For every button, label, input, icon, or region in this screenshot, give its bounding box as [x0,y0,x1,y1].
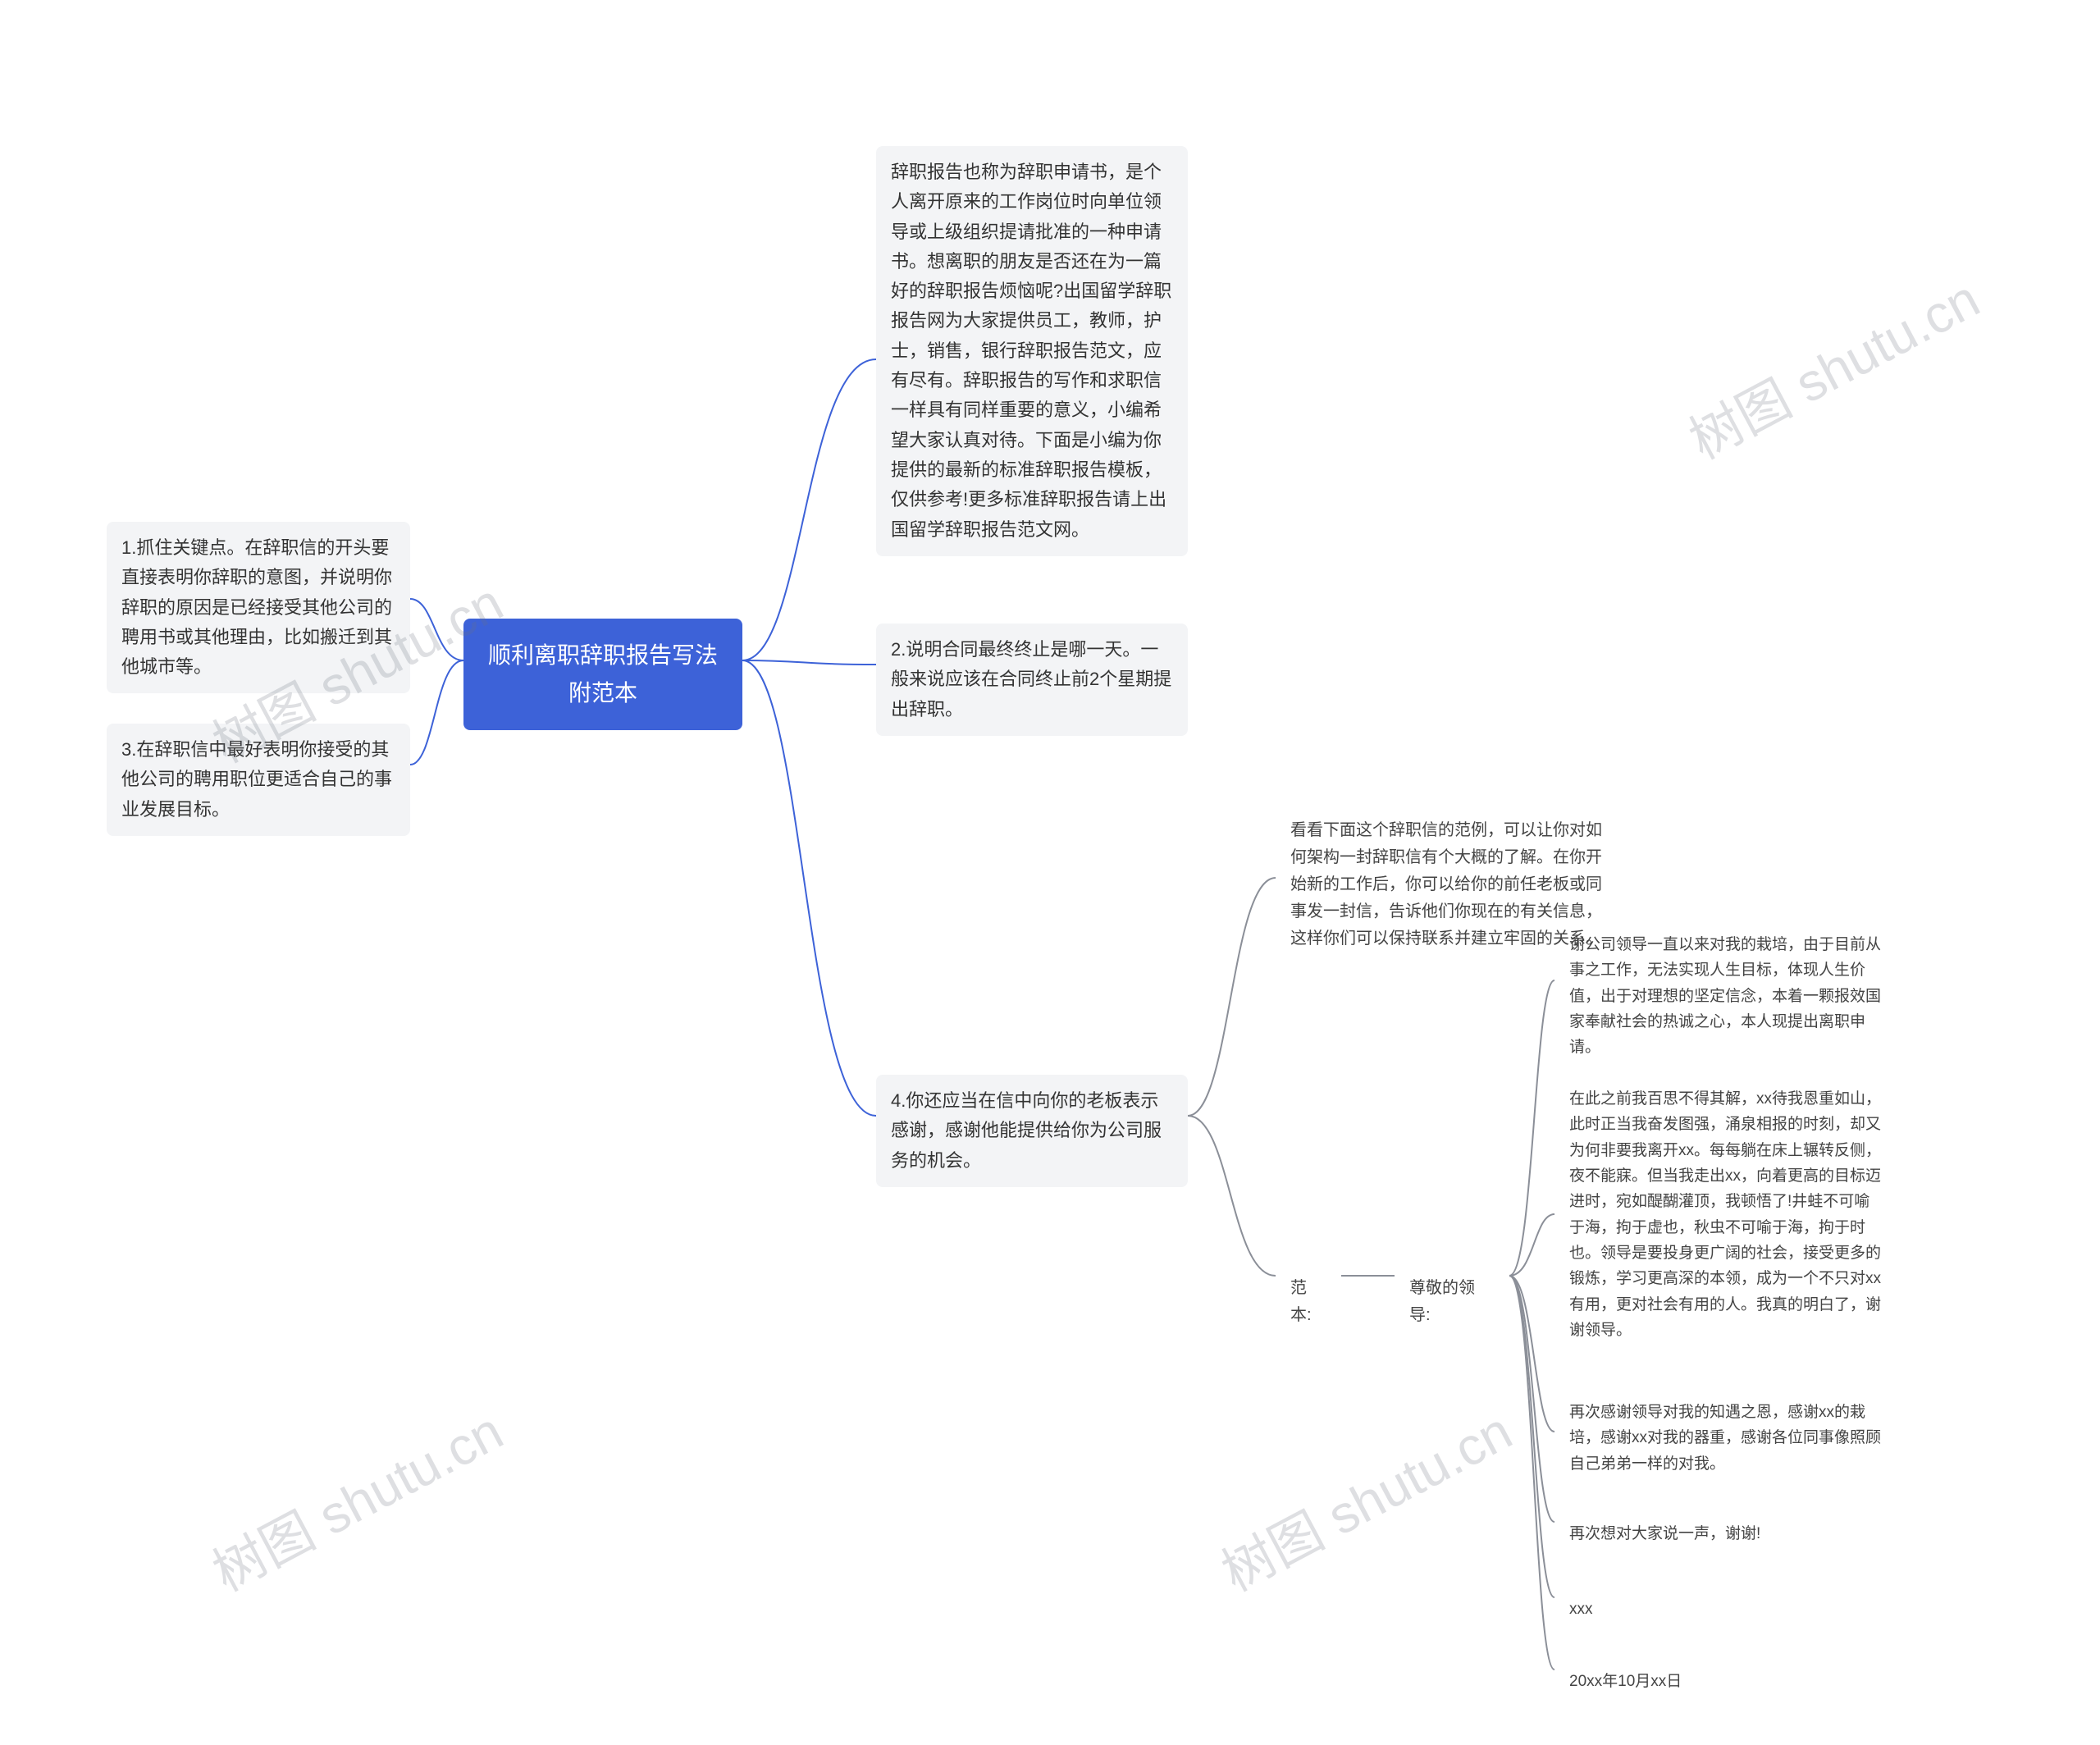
watermark: 树图 shutu.cn [1207,1390,1523,1606]
node-text: 3.在辞职信中最好表明你接受的其他公司的聘用职位更适合自己的事业发展目标。 [121,739,392,820]
watermark: 树图 shutu.cn [198,1390,514,1606]
node-sample-6[interactable]: 20xx年10月xx日 [1554,1657,1899,1706]
node-text: 尊敬的领导: [1409,1279,1475,1324]
node-text: 20xx年10月xx日 [1569,1673,1682,1690]
node-text: 范本: [1290,1279,1312,1324]
node-sample-2[interactable]: 在此之前我百思不得其解，xx待我恩重如山，此时正当我奋发图强，涌泉相报的时刻，却… [1554,1075,1899,1354]
root-label: 顺利离职辞职报告写法附范本 [488,642,718,706]
watermark: 树图 shutu.cn [1674,258,1991,473]
node-text: 4.你还应当在信中向你的老板表示感谢，感谢他能提供给你为公司服务的机会。 [891,1090,1162,1171]
mindmap-root[interactable]: 顺利离职辞职报告写法附范本 [463,619,742,730]
node-text: xxx [1569,1601,1593,1618]
node-text: 谢公司领导一直以来对我的栽培，由于目前从事之工作，无法实现人生目标，体现人生价值… [1569,936,1881,1056]
node-sample-heading[interactable]: 尊敬的领导: [1395,1263,1509,1341]
node-r4[interactable]: 4.你还应当在信中向你的老板表示感谢，感谢他能提供给你为公司服务的机会。 [876,1075,1188,1187]
node-intro[interactable]: 辞职报告也称为辞职申请书，是个人离开原来的工作岗位时向单位领导或上级组织提请批准… [876,146,1188,556]
node-text: 1.抓住关键点。在辞职信的开头要直接表明你辞职的意图，并说明你辞职的原因是已经接… [121,537,392,677]
node-sample-5[interactable]: xxx [1554,1585,1899,1633]
node-text: 再次想对大家说一声，谢谢! [1569,1525,1760,1542]
node-r4-sub2[interactable]: 范本: [1276,1263,1341,1341]
node-sample-1[interactable]: 谢公司领导一直以来对我的栽培，由于目前从事之工作，无法实现人生目标，体现人生价值… [1554,920,1899,1072]
node-text: 辞职报告也称为辞职申请书，是个人离开原来的工作岗位时向单位领导或上级组织提请批准… [891,162,1171,540]
node-text: 在此之前我百思不得其解，xx待我恩重如山，此时正当我奋发图强，涌泉相报的时刻，却… [1569,1090,1881,1339]
node-left-1[interactable]: 1.抓住关键点。在辞职信的开头要直接表明你辞职的意图，并说明你辞职的原因是已经接… [107,522,410,693]
node-sample-3[interactable]: 再次感谢领导对我的知遇之恩，感谢xx的栽培，感谢xx对我的器重，感谢各位同事像照… [1554,1388,1899,1488]
node-r2[interactable]: 2.说明合同最终终止是哪一天。一般来说应该在合同终止前2个星期提出辞职。 [876,624,1188,736]
node-text: 2.说明合同最终终止是哪一天。一般来说应该在合同终止前2个星期提出辞职。 [891,639,1171,719]
node-text: 再次感谢领导对我的知遇之恩，感谢xx的栽培，感谢xx对我的器重，感谢各位同事像照… [1569,1404,1881,1473]
node-sample-4[interactable]: 再次想对大家说一声，谢谢! [1554,1510,1899,1558]
node-left-2[interactable]: 3.在辞职信中最好表明你接受的其他公司的聘用职位更适合自己的事业发展目标。 [107,724,410,836]
